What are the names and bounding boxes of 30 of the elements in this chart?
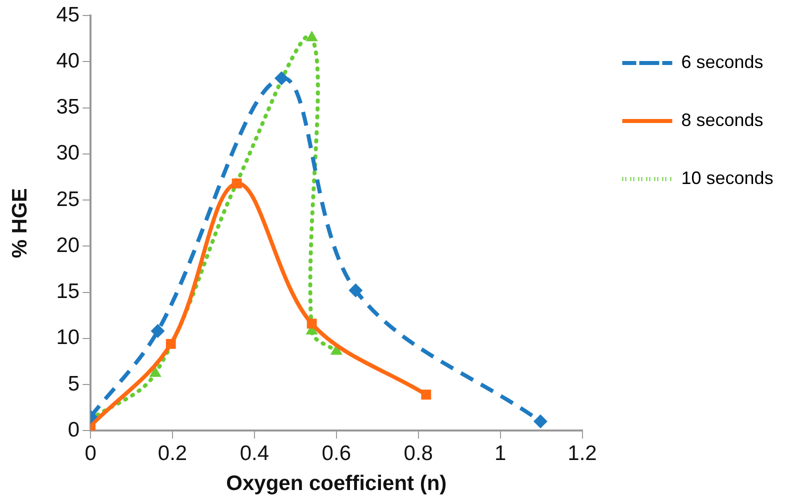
y-tick-label: 0 [68,418,80,442]
legend-label: 10 seconds [681,168,774,188]
x-tick-label: 0 [84,442,96,465]
legend-label: 6 seconds [681,52,764,72]
y-tick-label: 45 [56,3,80,26]
legend-label: 8 seconds [681,110,764,130]
y-tick-label: 25 [56,188,80,211]
point [533,414,548,428]
point [306,30,318,42]
x-tick-label: 1 [494,442,506,465]
y-tick-label: 40 [56,50,80,73]
point [166,338,176,349]
point [421,390,432,400]
y-tick-label: 35 [56,96,80,119]
x-tick-label: 0.4 [240,442,270,465]
x-tick-label: 1.2 [568,442,597,465]
y-tick-label: 5 [68,372,80,396]
x-tick-label: 0.6 [322,442,352,465]
point [274,71,288,86]
point [348,283,363,298]
x-axis-title: Oxygen coefficient (n) [226,472,447,496]
point [150,324,165,338]
y-tick-label: 15 [56,280,80,304]
y-tick-label: 20 [56,234,80,257]
y-tick-label: 30 [56,142,80,165]
x-tick-label: 0.2 [158,442,188,465]
y-axis-title: % HGE [8,188,32,258]
point [306,318,317,329]
x-tick-label: 0.8 [404,442,433,465]
y-tick-label: 10 [56,326,80,350]
